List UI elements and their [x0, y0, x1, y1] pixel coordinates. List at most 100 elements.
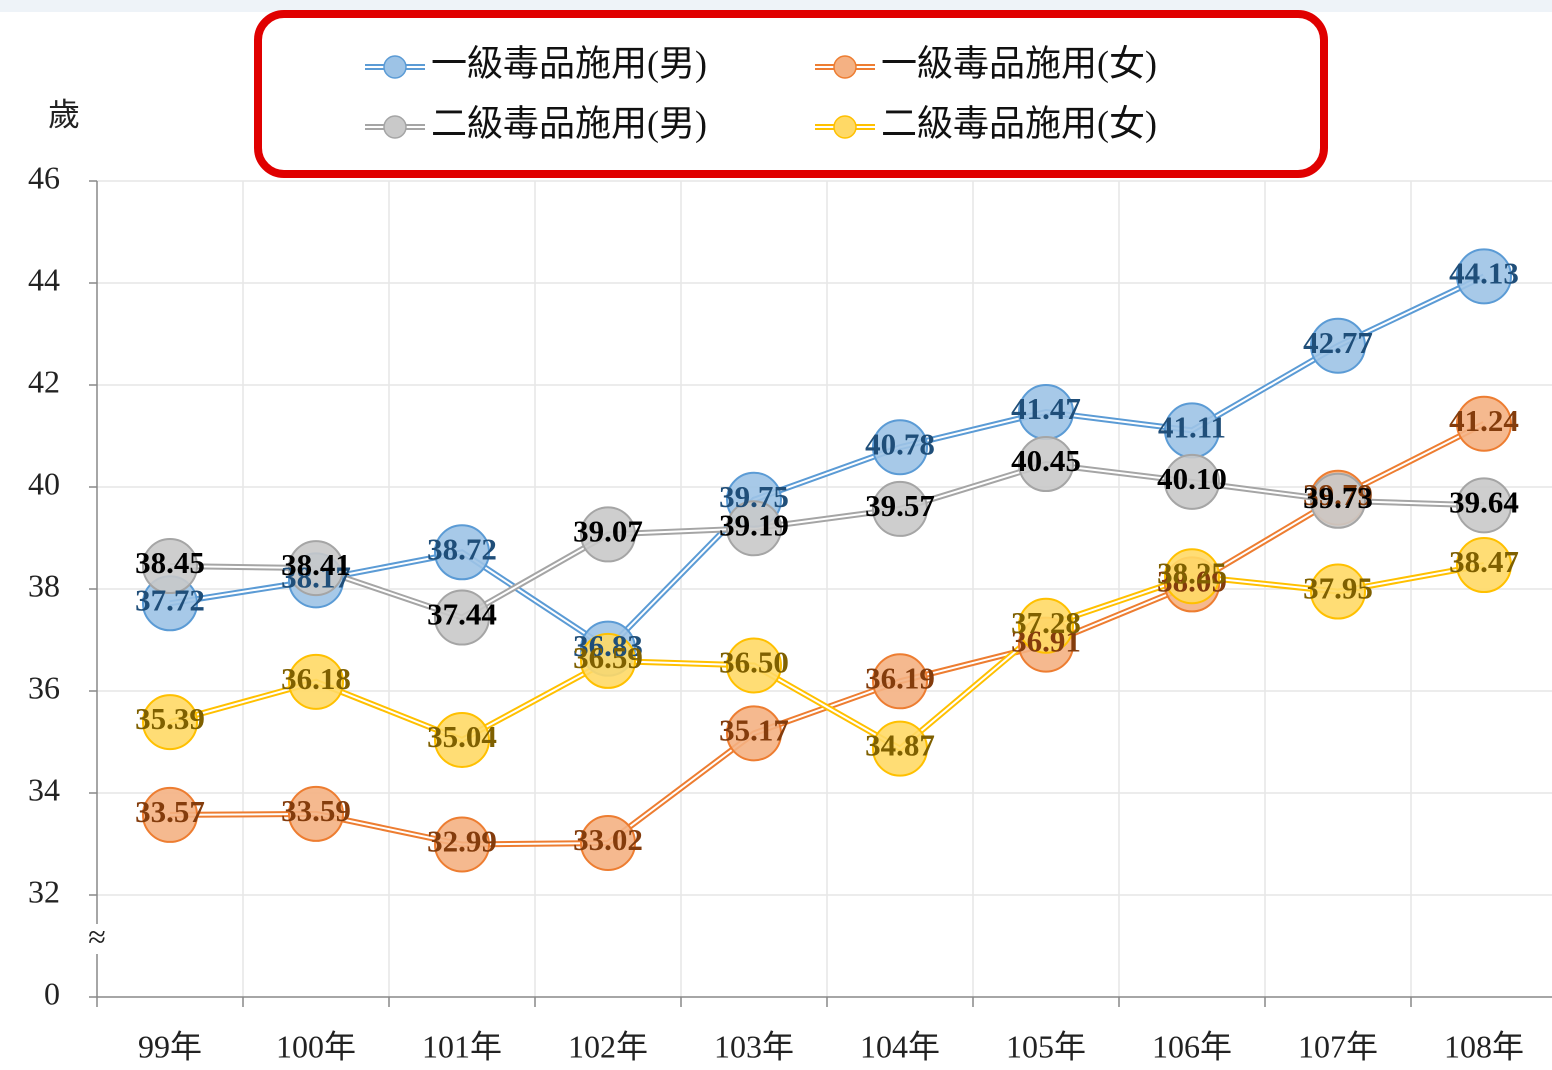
- legend-marker: [833, 115, 857, 139]
- y-tick-label: 46: [28, 159, 60, 195]
- marker: [726, 705, 782, 762]
- marker: [434, 524, 490, 581]
- marker: [434, 589, 490, 646]
- y-tick-label: 36: [28, 669, 60, 705]
- legend-label: 一級毒品施用(男): [431, 43, 707, 83]
- marker: [1164, 548, 1220, 605]
- data-label: 36.59: [573, 640, 643, 675]
- y-tick-label: 32: [28, 873, 60, 909]
- series-line-inner: [169, 463, 1485, 619]
- data-label: 38.41: [281, 547, 351, 582]
- legend-box: [254, 10, 1328, 178]
- data-label: 34.87: [865, 728, 935, 763]
- marker: [434, 711, 490, 768]
- markers: [142, 248, 1512, 873]
- data-label: 37.72: [135, 582, 205, 617]
- axis-break-bg: [83, 924, 111, 954]
- legend-marker: [383, 115, 407, 139]
- data-label: 36.18: [281, 661, 351, 696]
- data-label: 36.91: [1011, 624, 1081, 659]
- legend-label: 一級毒品施用(女): [881, 43, 1157, 83]
- marker: [872, 480, 928, 537]
- y-axis-label: 歲: [48, 96, 80, 132]
- marker: [726, 500, 782, 557]
- marker: [288, 540, 344, 597]
- x-tick-label: 100年: [276, 1028, 356, 1064]
- lines: [169, 273, 1486, 848]
- data-label: 38.47: [1449, 544, 1519, 579]
- marker: [580, 632, 636, 689]
- data-label: 39.79: [1303, 477, 1373, 512]
- axis-break: ≈: [88, 918, 106, 954]
- x-tick-label: 99年: [138, 1028, 202, 1064]
- data-label: 33.57: [135, 794, 205, 829]
- marker: [142, 538, 198, 595]
- legend-marker: [833, 55, 857, 79]
- x-tick-label: 107年: [1298, 1028, 1378, 1064]
- x-tick-label: 101年: [422, 1028, 502, 1064]
- y-tick-label: 40: [28, 465, 60, 501]
- series-line-inner: [169, 275, 1485, 650]
- data-label: 35.04: [427, 719, 497, 754]
- data-label: 37.44: [427, 597, 497, 632]
- data-label: 42.77: [1303, 325, 1373, 360]
- data-label: 35.17: [719, 712, 789, 747]
- x-tick-label: 106年: [1152, 1028, 1232, 1064]
- marker: [1456, 477, 1512, 534]
- data-label: 39.64: [1449, 484, 1519, 519]
- marker: [726, 637, 782, 694]
- marker: [1456, 395, 1512, 452]
- marker: [1310, 472, 1366, 529]
- data-label: 32.99: [427, 824, 497, 859]
- data-label: 36.50: [719, 645, 789, 680]
- y-tick-label: 34: [28, 771, 60, 807]
- data-label: 36.19: [865, 660, 935, 695]
- data-label: 38.17: [281, 559, 351, 594]
- y-tick-label: 44: [28, 261, 60, 297]
- legend-label: 二級毒品施用(女): [881, 103, 1157, 143]
- marker: [1456, 248, 1512, 305]
- legend-label: 二級毒品施用(男): [431, 103, 707, 143]
- data-label: 37.95: [1303, 571, 1373, 606]
- x-tick-label: 102年: [568, 1028, 648, 1064]
- marker: [872, 419, 928, 476]
- x-tick-label: 103年: [714, 1028, 794, 1064]
- data-label: 40.45: [1011, 443, 1081, 478]
- x-tick-label: 105年: [1006, 1028, 1086, 1064]
- marker: [1310, 563, 1366, 620]
- data-label: 38.25: [1157, 555, 1227, 590]
- data-label: 39.73: [1303, 480, 1373, 515]
- data-label: 41.11: [1158, 409, 1226, 444]
- x-tick-label: 108年: [1444, 1028, 1524, 1064]
- x-tick-label: 104年: [860, 1028, 940, 1064]
- y-tick-label: 38: [28, 567, 60, 603]
- marker: [1018, 597, 1074, 654]
- labels: 37.72 38.17 38.72 36.83 39.75 40.78 41.47 41.11…: [135, 255, 1519, 858]
- data-label: 37.28: [1011, 605, 1081, 640]
- data-label: 33.02: [573, 822, 643, 857]
- marker: [1456, 537, 1512, 594]
- grid: 0 32 34 36 38 40 42 44 46 99年 100年 101年 102年 103年 104年…: [28, 159, 1552, 1064]
- marker: [434, 816, 490, 873]
- data-label: 33.59: [281, 793, 351, 828]
- marker: [288, 785, 344, 842]
- y-tick-label: 42: [28, 363, 60, 399]
- marker: [872, 653, 928, 710]
- data-label: 44.13: [1449, 255, 1519, 290]
- y-tick-label: 0: [44, 975, 60, 1011]
- data-label: 38.09: [1157, 564, 1227, 599]
- data-label: 35.39: [135, 701, 205, 736]
- marker: [1018, 436, 1074, 493]
- marker: [1310, 317, 1366, 374]
- data-label: 39.19: [719, 507, 789, 542]
- marker: [288, 653, 344, 710]
- top-strip: [0, 0, 1552, 12]
- data-label: 39.07: [573, 514, 643, 549]
- data-label: 40.10: [1157, 461, 1227, 496]
- data-label: 38.72: [427, 531, 497, 566]
- data-label: 38.45: [135, 545, 205, 580]
- data-label: 41.24: [1449, 403, 1519, 438]
- marker: [580, 814, 636, 871]
- marker: [142, 694, 198, 751]
